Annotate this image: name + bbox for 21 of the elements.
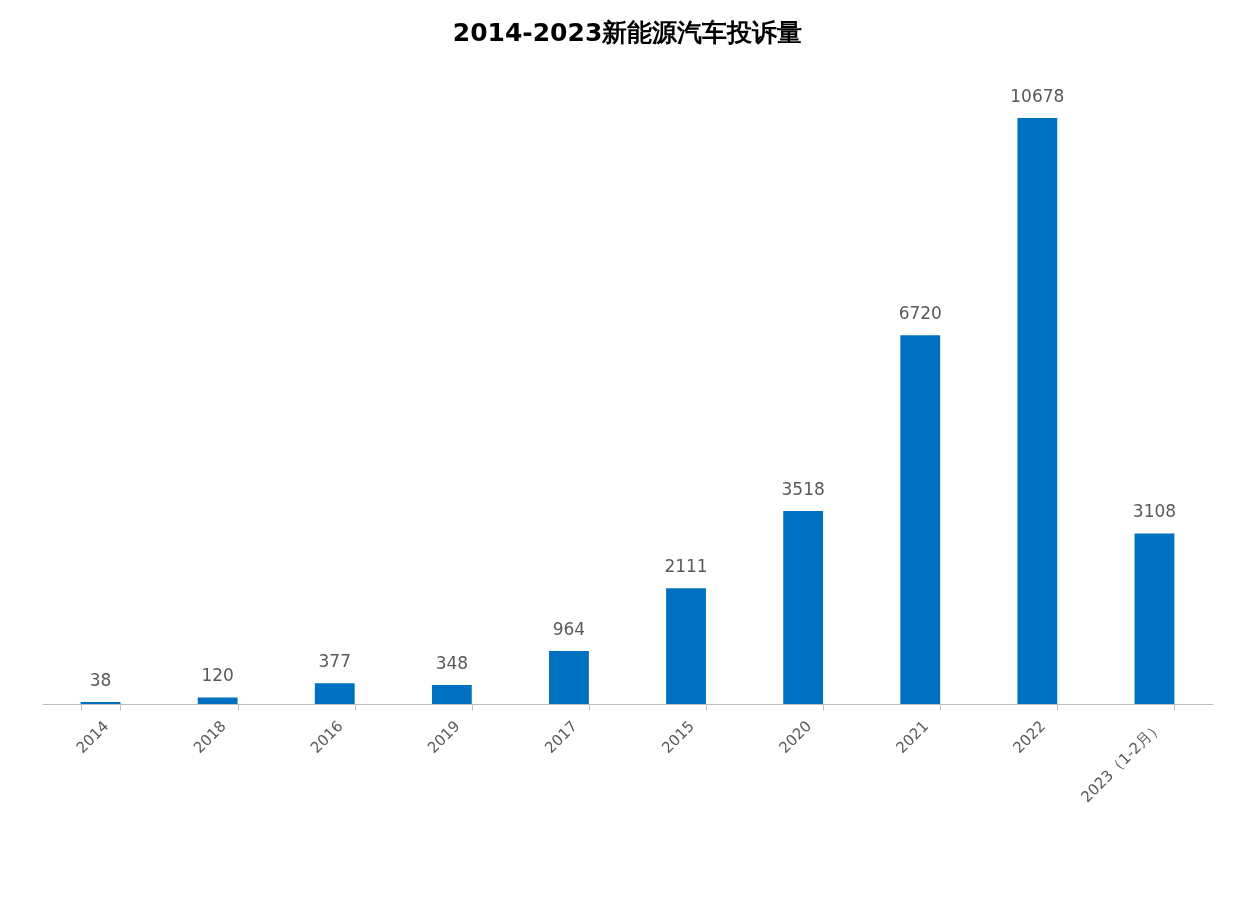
data-label: 377 [318,651,351,672]
bar [549,651,589,704]
bar [783,510,824,704]
bar [197,697,238,704]
data-label: 120 [201,665,234,686]
bar [900,335,941,704]
data-label: 3518 [781,478,825,499]
data-label: 6720 [898,303,942,324]
data-label: 3108 [1132,501,1177,522]
data-label: 38 [89,669,112,690]
data-label: 964 [552,619,586,640]
bar [1134,533,1175,704]
data-label: 10678 [1010,86,1065,106]
bar [1017,118,1058,704]
bar [80,701,121,704]
data-label: 2111 [664,556,708,577]
data-label: 348 [435,652,469,673]
bar [431,684,472,704]
bar [314,683,355,704]
bar [666,588,706,704]
chart-title: 2014-2023新能源汽车投诉量 [452,18,803,47]
